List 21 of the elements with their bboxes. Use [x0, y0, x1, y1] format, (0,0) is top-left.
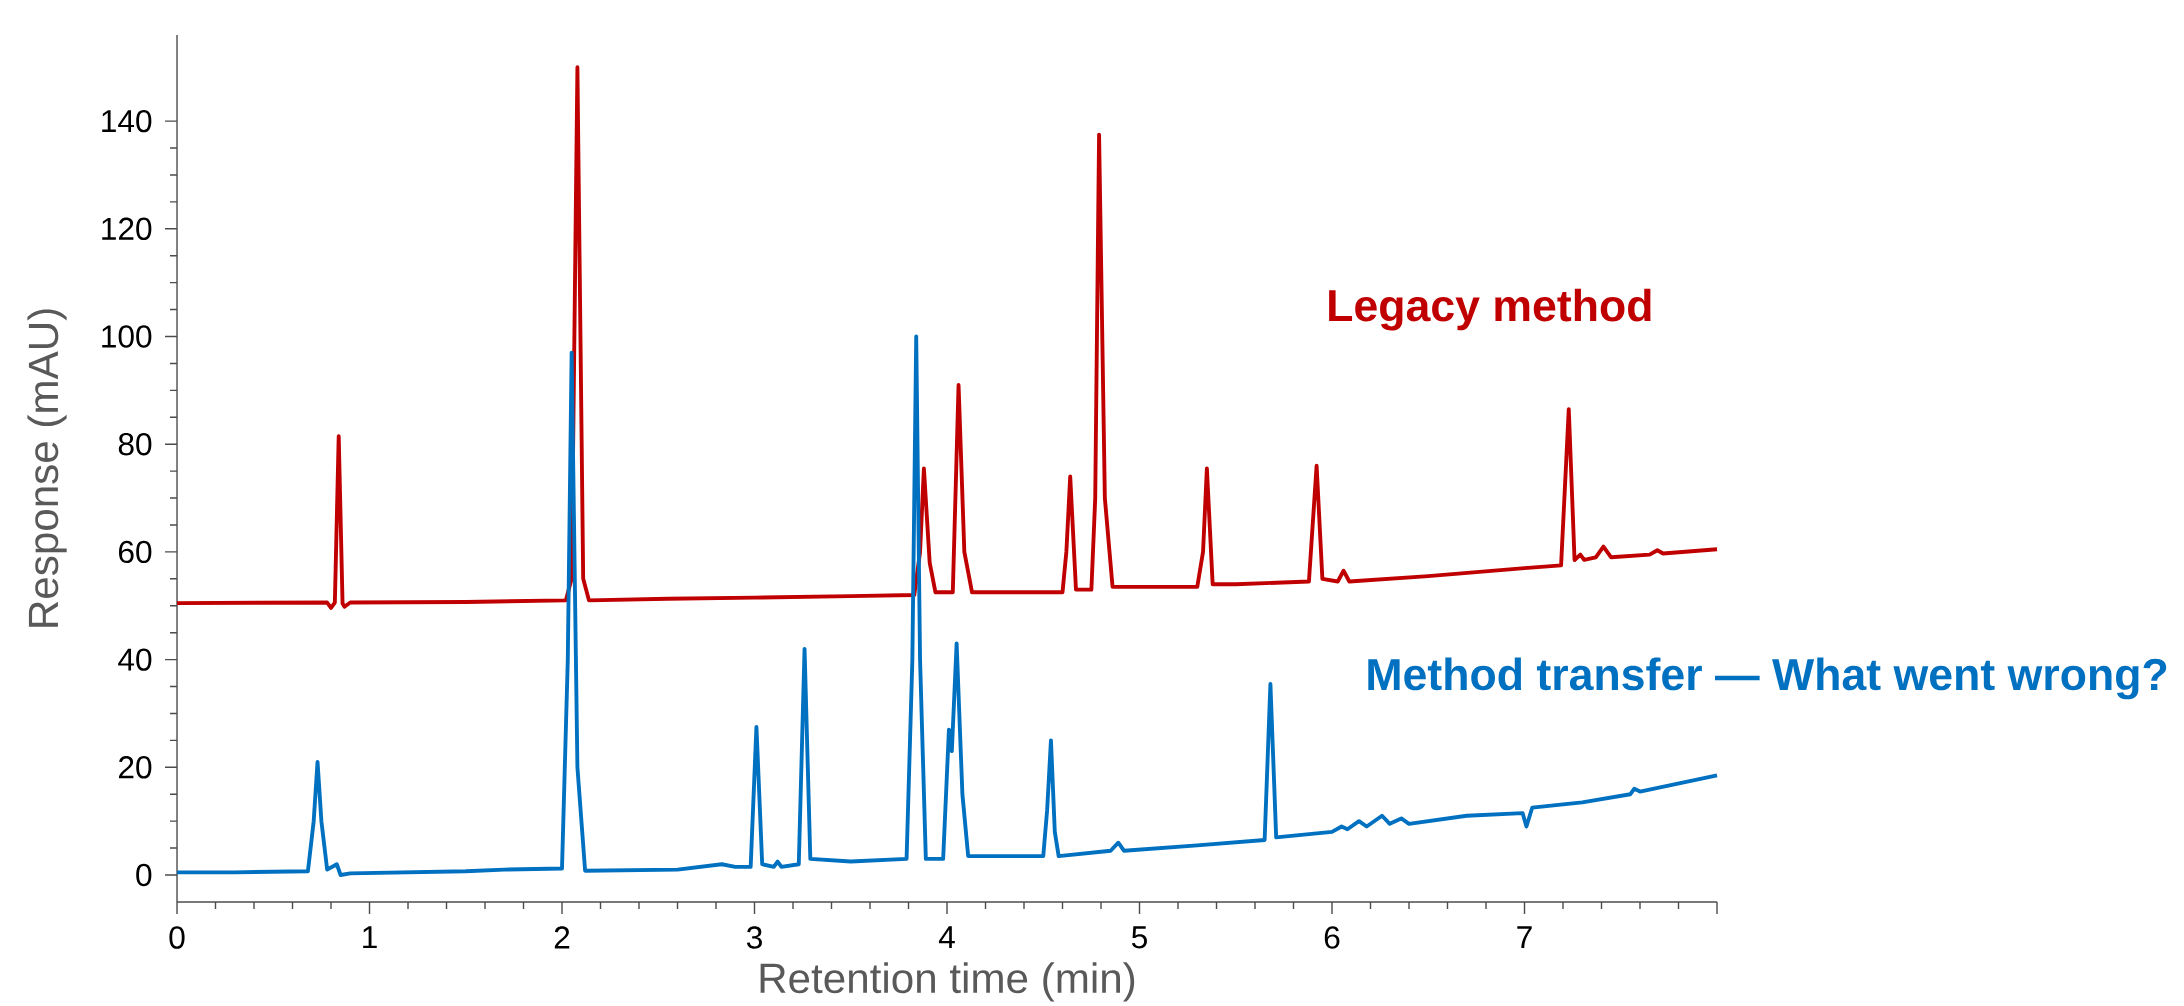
- x-tick-label: 2: [554, 926, 570, 949]
- x-tick-label: 1: [363, 926, 377, 949]
- x-tick-label: 3: [746, 926, 762, 949]
- x-tick-label: 0: [169, 926, 185, 949]
- y-tick-label: 100: [102, 325, 152, 348]
- x-tick-label: 4: [938, 926, 955, 949]
- x-tick-label: 5: [1131, 926, 1147, 949]
- y-tick-label: 80: [118, 432, 152, 456]
- y-tick-label: 40: [118, 648, 152, 671]
- line-series: [175, 65, 1719, 610]
- y-tick-label: 60: [119, 540, 152, 564]
- y-tick-label: 0: [136, 863, 152, 887]
- text: Legacy method: [1329, 288, 1651, 331]
- y-tick-label: 20: [119, 756, 152, 779]
- x-tick-label: 7: [1517, 926, 1532, 949]
- x-tick-label: 6: [1324, 926, 1340, 949]
- text: Method transfer — What went wrong?: [1368, 657, 2167, 700]
- y-tick-label: 120: [102, 217, 152, 241]
- y-tick-label: 140: [102, 109, 152, 133]
- y-axis-title: Response (mAU): [27, 309, 67, 627]
- x-axis-title: Retention time (min): [760, 962, 1135, 1002]
